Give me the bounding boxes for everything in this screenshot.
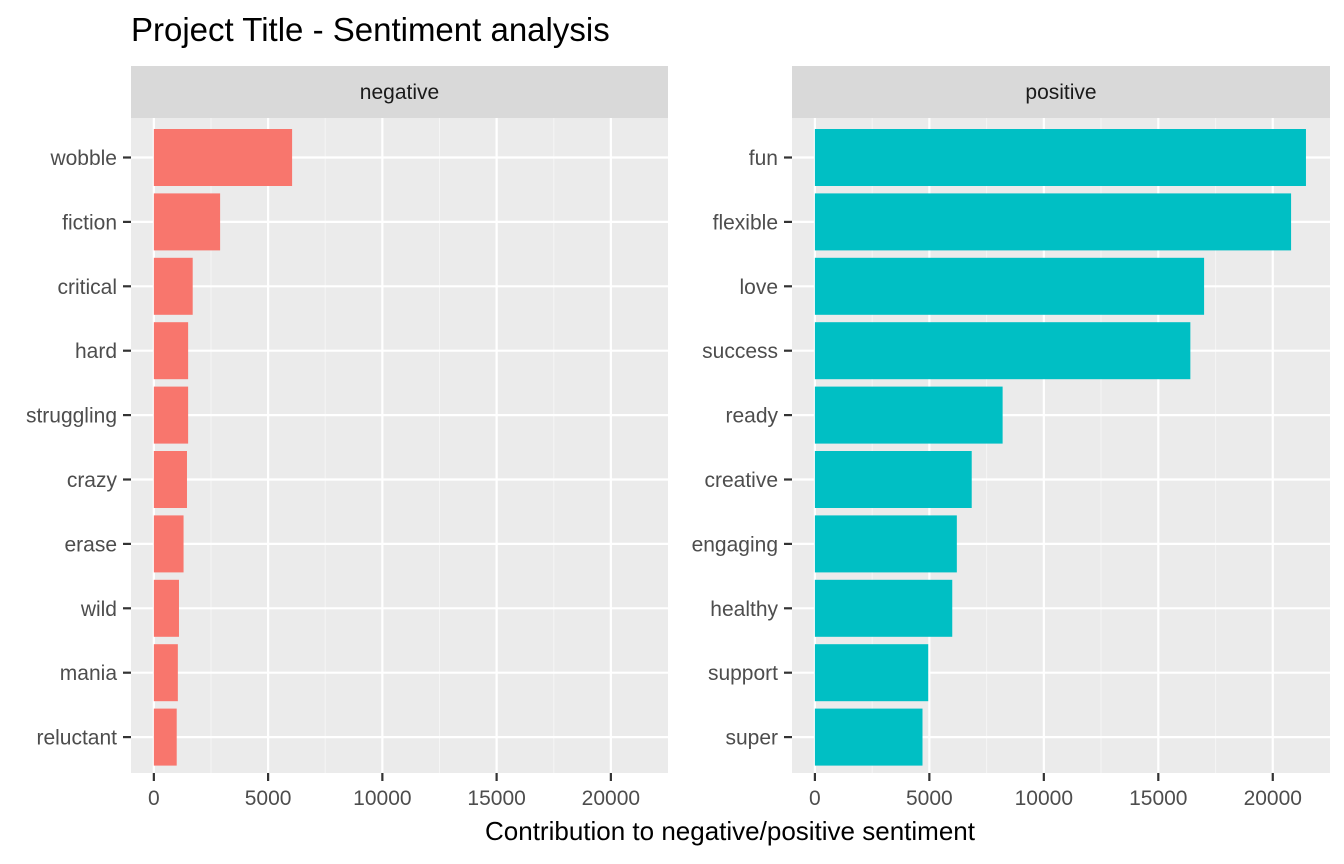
y-tick-label: wild: [80, 598, 117, 621]
x-tick-label: 10000: [1015, 787, 1073, 810]
bar-critical: [153, 257, 193, 315]
bar-wild: [153, 579, 179, 637]
y-tick-label: wobble: [49, 147, 117, 170]
y-tick-label: ready: [725, 405, 778, 428]
y-tick-label: support: [708, 662, 778, 685]
y-tick-label: reluctant: [36, 727, 117, 750]
bar-crazy: [153, 451, 187, 508]
y-tick-label: hard: [75, 340, 117, 363]
y-tick-label: mania: [60, 662, 118, 685]
y-tick-label: crazy: [67, 469, 118, 492]
facet-panels: negative wobble fiction critical hard struggl…: [26, 66, 1330, 810]
chart-title: Project Title - Sentiment analysis: [131, 11, 610, 48]
facet-positive: positive fun flexible love success ready creat…: [692, 66, 1330, 810]
bar-struggling: [153, 386, 189, 444]
bar-flexible: [814, 193, 1292, 251]
y-tick-label: flexible: [713, 211, 778, 234]
facet-negative: negative wobble fiction critical hard struggl…: [26, 66, 668, 810]
bar-fun: [814, 129, 1306, 186]
y-tick-label: healthy: [710, 598, 778, 621]
bar-ready: [814, 386, 1003, 444]
x-tick-label: 5000: [906, 787, 953, 810]
y-tick-label: critical: [57, 276, 117, 299]
y-tick-label: success: [702, 340, 778, 363]
bar-reluctant: [153, 708, 177, 766]
bar-healthy: [814, 579, 953, 637]
x-tick-label: 5000: [245, 787, 292, 810]
y-tick-label: love: [739, 276, 778, 299]
bar-erase: [153, 515, 184, 573]
x-tick-label: 0: [809, 787, 821, 810]
y-tick-label: fiction: [62, 211, 117, 234]
x-tick-label: 0: [148, 787, 160, 810]
bar-love: [814, 257, 1205, 315]
bar-wobble: [153, 129, 293, 186]
bar-success: [814, 322, 1191, 380]
y-tick-label: fun: [749, 147, 778, 170]
y-tick-label: super: [725, 727, 778, 750]
x-tick-label: 20000: [1244, 787, 1302, 810]
bar-fiction: [153, 193, 221, 251]
y-tick-label: creative: [704, 469, 778, 492]
y-tick-label: engaging: [692, 533, 778, 556]
x-axis-title: Contribution to negative/positive sentim…: [485, 816, 976, 846]
facet-strip: [131, 66, 668, 118]
x-tick-label: 15000: [1129, 787, 1187, 810]
x-tick-label: 10000: [353, 787, 411, 810]
y-tick-label: struggling: [26, 405, 117, 428]
bar-mania: [153, 644, 178, 702]
bar-engaging: [814, 515, 957, 573]
x-tick-label: 20000: [582, 787, 640, 810]
x-tick-label: 15000: [467, 787, 525, 810]
facet-strip: [792, 66, 1330, 118]
y-tick-label: erase: [64, 533, 117, 556]
bar-creative: [814, 451, 972, 508]
bar-super: [814, 708, 923, 766]
panel-background: [131, 118, 668, 773]
bar-support: [814, 644, 929, 702]
facet-strip-label: positive: [1025, 81, 1096, 104]
bar-hard: [153, 322, 189, 380]
facet-strip-label: negative: [360, 81, 439, 104]
